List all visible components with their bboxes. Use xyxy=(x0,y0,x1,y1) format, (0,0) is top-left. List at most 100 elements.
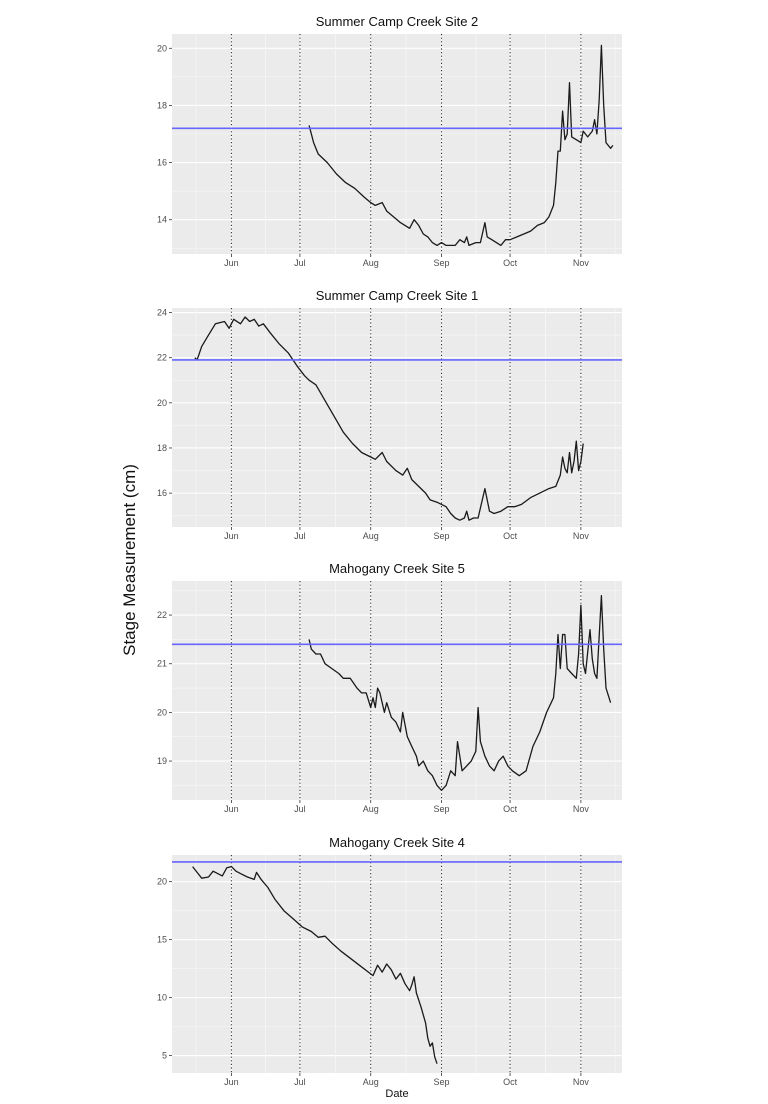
data-point xyxy=(578,653,579,654)
data-point xyxy=(395,722,396,723)
data-point xyxy=(309,639,310,640)
data-point xyxy=(263,323,264,324)
data-point xyxy=(194,357,195,358)
data-point xyxy=(375,459,376,460)
data-point xyxy=(324,400,325,401)
data-point xyxy=(375,707,376,708)
data-point xyxy=(521,504,522,505)
data-point xyxy=(484,756,485,757)
data-point xyxy=(478,517,479,518)
data-point xyxy=(409,990,410,991)
data-point xyxy=(441,242,442,243)
data-point xyxy=(583,131,584,132)
data-point xyxy=(409,228,410,229)
data-point xyxy=(484,488,485,489)
data-point xyxy=(366,692,367,693)
data-point xyxy=(283,910,284,911)
x-tick-label: Nov xyxy=(573,804,590,814)
data-point xyxy=(560,151,561,152)
data-point xyxy=(427,1038,428,1039)
data-point xyxy=(414,976,415,977)
chart-panel: Summer Camp Creek Site 1 16 18 20 22 24 Jun Jul… xyxy=(157,288,622,541)
data-point xyxy=(418,225,419,226)
data-point xyxy=(432,242,433,243)
data-point xyxy=(498,761,499,762)
data-point xyxy=(352,443,353,444)
data-point xyxy=(436,502,437,503)
data-point xyxy=(384,712,385,713)
panel-group: Summer Camp Creek Site 2 14 16 18 20 Jun Jul Au… xyxy=(157,14,622,1087)
data-point xyxy=(567,133,568,134)
data-point xyxy=(416,992,417,993)
data-point xyxy=(217,873,218,874)
data-point xyxy=(592,131,593,132)
y-tick-label: 20 xyxy=(157,43,167,53)
data-point xyxy=(612,145,613,146)
data-point xyxy=(603,105,604,106)
x-tick-label: Aug xyxy=(363,258,379,268)
y-tick-label: 20 xyxy=(157,707,167,717)
data-point xyxy=(418,765,419,766)
data-point xyxy=(338,673,339,674)
data-point xyxy=(455,245,456,246)
data-point xyxy=(560,668,561,669)
data-point xyxy=(594,119,595,120)
data-point xyxy=(391,969,392,970)
data-point xyxy=(361,692,362,693)
data-point xyxy=(576,441,577,442)
chart-panel: Mahogany Creek Site 4 5 10 15 20 Jun Jul Aug Sep… xyxy=(157,835,622,1087)
data-point xyxy=(459,756,460,757)
data-point xyxy=(386,963,387,964)
data-point xyxy=(302,926,303,927)
x-tick-label: Jun xyxy=(224,804,239,814)
data-point xyxy=(459,239,460,240)
x-tick-label: Aug xyxy=(363,804,379,814)
data-point xyxy=(391,717,392,718)
data-point xyxy=(496,242,497,243)
data-point xyxy=(407,468,408,469)
data-point xyxy=(459,520,460,521)
data-point xyxy=(494,770,495,771)
data-point xyxy=(553,205,554,206)
data-point xyxy=(267,887,268,888)
data-point xyxy=(523,233,524,234)
data-point xyxy=(468,245,469,246)
data-point xyxy=(377,965,378,966)
x-tick-label: Nov xyxy=(573,258,590,268)
data-point xyxy=(340,951,341,952)
data-point xyxy=(455,775,456,776)
x-tick-label: Oct xyxy=(503,1077,518,1087)
data-point xyxy=(400,731,401,732)
data-point xyxy=(466,765,467,766)
data-point xyxy=(382,452,383,453)
y-tick-label: 16 xyxy=(157,488,167,498)
data-point xyxy=(247,876,248,877)
data-point xyxy=(245,316,246,317)
data-point xyxy=(208,876,209,877)
data-point xyxy=(224,321,225,322)
data-point xyxy=(466,236,467,237)
data-point xyxy=(583,663,584,664)
data-point xyxy=(500,511,501,512)
data-point xyxy=(414,219,415,220)
x-tick-label: Oct xyxy=(503,258,518,268)
x-tick-label: Aug xyxy=(363,531,379,541)
data-point xyxy=(213,871,214,872)
data-point xyxy=(411,746,412,747)
data-point xyxy=(507,765,508,766)
data-point xyxy=(375,205,376,206)
data-point xyxy=(601,45,602,46)
data-point xyxy=(464,517,465,518)
data-point xyxy=(436,785,437,786)
data-point xyxy=(233,319,234,320)
data-point xyxy=(553,697,554,698)
data-point xyxy=(587,136,588,137)
data-point xyxy=(446,785,447,786)
data-point xyxy=(562,634,563,635)
panel-title: Summer Camp Creek Site 1 xyxy=(316,288,479,303)
data-point xyxy=(576,139,577,140)
data-point xyxy=(402,475,403,476)
data-point xyxy=(361,452,362,453)
data-point xyxy=(386,461,387,462)
